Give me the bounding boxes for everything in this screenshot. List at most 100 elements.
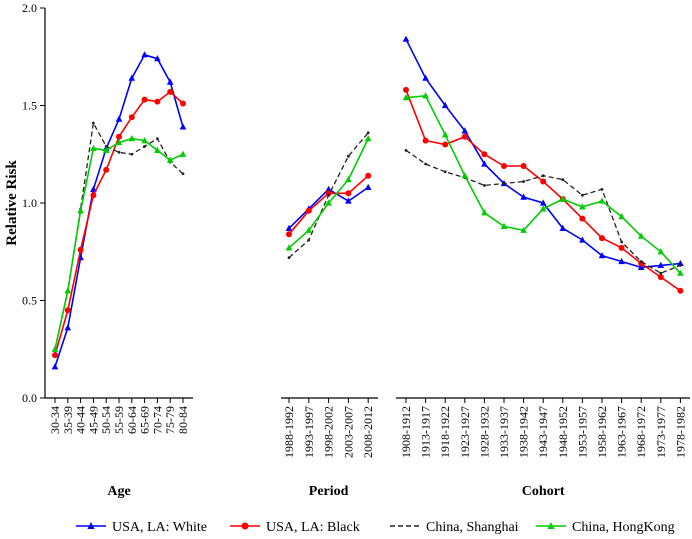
data-point	[599, 235, 605, 242]
y-tick-label: 0.0	[22, 391, 37, 405]
data-point	[305, 207, 312, 214]
data-point	[541, 174, 545, 178]
data-point	[366, 131, 370, 135]
data-point	[128, 135, 136, 142]
x-tick-label: 2008-2012	[361, 406, 375, 458]
data-point	[657, 248, 665, 255]
axes: 0.0 0.5 1.0 1.5 2.0 Relative Risk 30-3435-3940…	[4, 1, 690, 458]
data-point	[181, 172, 185, 176]
x-tick-label: 65-69	[138, 406, 152, 434]
x-tick-label: 1908-1912	[399, 406, 413, 458]
data-point	[502, 182, 506, 185]
data-point	[637, 263, 645, 270]
data-point	[347, 154, 350, 158]
data-point	[327, 193, 330, 197]
data-point	[52, 352, 58, 359]
data-point	[285, 224, 293, 231]
x-tick-label: 1913-1917	[419, 406, 433, 458]
data-point	[116, 133, 122, 140]
x-tick-label: 1998-2002	[322, 406, 336, 458]
data-point	[441, 131, 449, 138]
x-tick-label: 55-59	[112, 406, 126, 434]
data-point	[345, 176, 352, 183]
labels: Age Period Cohort	[107, 484, 565, 499]
data-point	[422, 92, 429, 99]
data-point	[51, 345, 59, 352]
series-line-china-shanghai	[54, 121, 184, 350]
x-tick-label: 1973-1977	[654, 406, 668, 458]
data-point	[618, 213, 625, 220]
x-tick-label: 1933-1937	[497, 406, 511, 458]
data-point	[325, 185, 332, 192]
section-label-age: Age	[107, 484, 130, 499]
series-line-usa-la-black	[54, 90, 184, 356]
data-point	[154, 98, 161, 105]
data-point	[115, 138, 123, 146]
legend-item-china-shanghai: China, Shanghai	[390, 520, 519, 535]
data-point	[179, 123, 187, 130]
data-point	[461, 127, 469, 134]
series-usa-la-black	[52, 88, 186, 359]
data-point	[180, 100, 186, 107]
data-point	[286, 231, 292, 238]
x-tick-label: 1988-1992	[282, 406, 296, 458]
data-point	[620, 240, 623, 244]
series-china-shanghai	[404, 148, 682, 275]
data-point	[403, 86, 409, 93]
y-axis-label: Relative Risk	[4, 160, 20, 246]
x-tick-label: 1958-1962	[595, 406, 609, 458]
data-point	[305, 226, 313, 233]
data-point	[345, 197, 352, 204]
x-tick-label: 1923-1927	[458, 406, 472, 458]
data-point	[325, 199, 332, 206]
data-point	[307, 238, 311, 242]
legend-item-usa-la-white: USA, LA: White	[76, 520, 207, 535]
series-line-china-hongkong	[54, 137, 184, 350]
data-point	[402, 94, 410, 101]
y-tick-label: 2.0	[22, 1, 37, 15]
data-point	[167, 88, 174, 95]
x-tick-label: 1948-1952	[556, 406, 570, 458]
x-tick-label: 1938-1942	[517, 406, 531, 458]
series-china-hongkong	[402, 92, 684, 276]
x-tick-label: 70-74	[150, 406, 164, 434]
data-point	[618, 244, 625, 251]
x-tick-label: 35-39	[61, 406, 75, 434]
data-point	[481, 151, 488, 158]
section-label-period: Period	[309, 484, 349, 499]
data-point	[154, 55, 161, 62]
data-point	[540, 178, 547, 185]
data-point	[77, 207, 84, 214]
x-tick-label: 1928-1932	[477, 406, 491, 458]
data-point	[130, 152, 134, 156]
data-point	[677, 259, 684, 267]
data-point	[141, 96, 148, 103]
series-china-hongkong	[285, 135, 372, 251]
data-point	[579, 203, 586, 210]
y-tick-label: 1.5	[22, 99, 37, 113]
x-tick-label: 1943-1947	[536, 406, 550, 458]
x-tick-label: 1978-1982	[673, 406, 687, 458]
data-point	[154, 146, 161, 153]
legend-marker	[241, 522, 249, 530]
data-point	[287, 256, 291, 259]
data-point	[117, 150, 121, 154]
data-point	[104, 145, 108, 148]
data-point	[128, 74, 136, 81]
data-point	[402, 35, 410, 42]
data-point	[637, 232, 645, 239]
data-point	[598, 252, 606, 259]
x-tick-label: 50-54	[99, 406, 113, 434]
section-label-cohort: Cohort	[522, 484, 565, 499]
data-point	[128, 114, 135, 121]
data-point	[559, 224, 567, 231]
series-china-shanghai	[287, 131, 370, 259]
legend-marker	[87, 522, 95, 529]
data-point	[659, 271, 663, 275]
data-point	[461, 133, 468, 140]
series-line-usa-la-white	[54, 53, 184, 368]
data-point	[166, 156, 174, 163]
x-tick-label: 2003-2007	[341, 406, 355, 458]
data-point	[92, 121, 95, 125]
legend: USA, LA: White USA, LA: Black China, Shang…	[76, 520, 675, 535]
